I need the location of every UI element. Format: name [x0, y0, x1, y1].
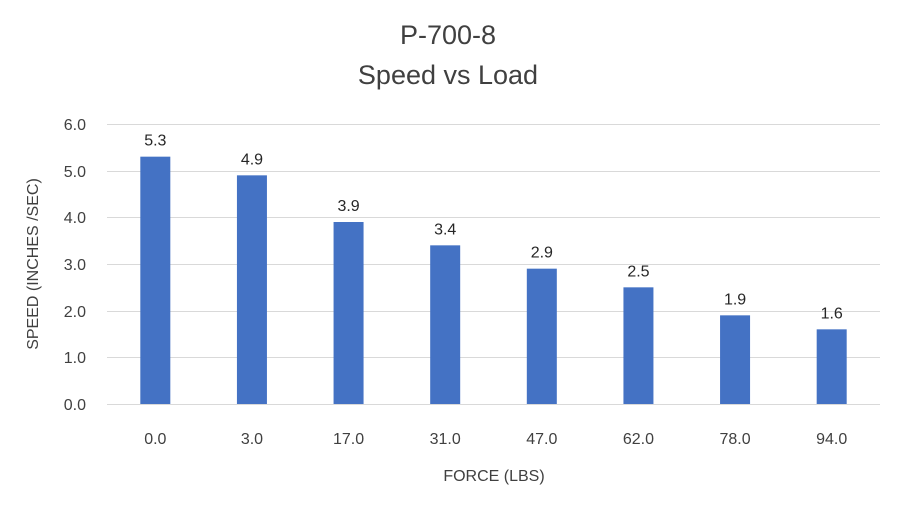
x-tick-label: 94.0 [816, 431, 847, 448]
y-tick-label: 3.0 [64, 257, 86, 274]
y-tick-label: 0.0 [64, 397, 86, 414]
y-tick-label: 1.0 [64, 350, 86, 367]
data-label: 4.9 [241, 151, 263, 168]
y-axis-title: SPEED (INCHES /SEC) [25, 178, 42, 350]
bar [623, 287, 654, 404]
bars [140, 156, 847, 404]
bar [236, 175, 267, 404]
data-label: 1.9 [724, 291, 746, 308]
bar [333, 222, 364, 404]
data-label: 2.9 [531, 245, 553, 262]
x-tick-label: 31.0 [430, 431, 461, 448]
x-tick-label: 0.0 [144, 431, 166, 448]
data-label: 2.5 [627, 263, 649, 280]
bar [526, 268, 557, 404]
y-tick-label: 6.0 [64, 117, 86, 134]
x-axis-ticks: 0.0 3.0 17.0 31.0 47.0 62.0 78.0 94.0 [144, 431, 847, 448]
gridlines [107, 124, 880, 405]
x-tick-label: 62.0 [623, 431, 654, 448]
bar [720, 315, 751, 404]
bar [816, 329, 847, 404]
bar [430, 245, 461, 404]
y-axis-ticks: 0.0 1.0 2.0 3.0 4.0 5.0 6.0 [64, 117, 86, 414]
y-tick-label: 2.0 [64, 304, 86, 321]
x-axis-title: FORCE (LBS) [443, 468, 544, 485]
data-label: 5.3 [144, 133, 166, 150]
data-label: 1.6 [821, 305, 843, 322]
y-tick-label: 5.0 [64, 164, 86, 181]
data-label: 3.4 [434, 221, 456, 238]
x-tick-label: 47.0 [526, 431, 557, 448]
x-tick-label: 3.0 [241, 431, 263, 448]
chart-subtitle: Speed vs Load [358, 60, 538, 90]
y-tick-label: 4.0 [64, 210, 86, 227]
bar [140, 156, 171, 404]
x-tick-label: 78.0 [719, 431, 750, 448]
data-labels: 5.3 4.9 3.9 3.4 2.9 2.5 1.9 1.6 [144, 133, 843, 323]
x-tick-label: 17.0 [333, 431, 364, 448]
chart-title: P-700-8 [400, 20, 496, 50]
data-label: 3.9 [337, 198, 359, 215]
